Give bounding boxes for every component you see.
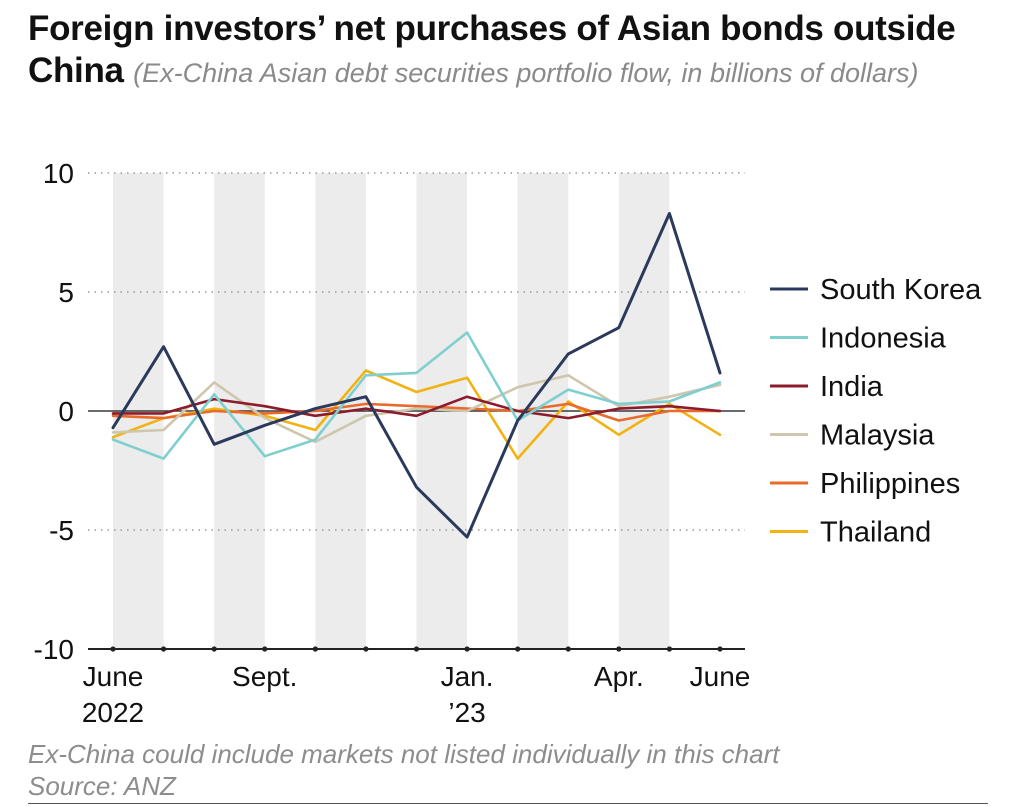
chart-title: Foreign investors’ net purchases of Asia… [28,8,1008,92]
x-tick-label-2-line-0: Jan. [441,661,494,692]
x-tick-2023-01 [464,646,470,652]
legend-label-malaysia: Malaysia [820,420,935,452]
x-tick-2022-11 [363,646,369,652]
x-tick-2022-07 [160,646,167,652]
legend-label-thailand: Thailand [820,517,931,549]
source-note: Source: ANZ [28,771,176,801]
x-tick-2023-04 [616,646,622,652]
x-tick-label-3-line-0: Apr. [594,661,644,692]
legend-label-indonesia: Indonesia [820,323,947,355]
x-tick-label-4-line-0: June [690,661,751,692]
x-tick-label-0-line-1: 2022 [82,697,144,728]
y-tick-label-2: 0 [58,396,74,427]
chart-footer: Ex-China could include markets not liste… [28,738,998,802]
y-tick-label-0: 10 [43,158,74,189]
x-tick-2022-08 [211,646,217,652]
x-tick-label-0-line-0: June [83,661,144,692]
x-tick-2023-03 [565,646,571,652]
x-tick-label-1-line-0: Sept. [232,661,297,692]
x-tick-2023-02 [515,646,521,652]
x-tick-label-1: Sept. [232,661,297,692]
x-tick-2022-06 [110,646,116,652]
x-tick-label-2: Jan. ’23 [441,661,494,728]
y-tick-label-1: 5 [58,277,74,308]
x-tick-label-0: June 2022 [82,661,144,728]
footnote: Ex-China could include markets not liste… [28,739,780,769]
x-tick-2023-05 [666,646,673,652]
x-tick-label-2-line-1: ’23 [448,697,485,728]
line-chart: 10 5 0 -5 -10 June 2022 Sept. Jan. ’23 Apr. June Sou… [34,158,983,728]
y-tick-label-4: -10 [34,634,74,665]
legend-label-south-korea: South Korea [820,274,982,306]
x-tick-2023-06 [717,646,723,652]
x-tick-2022-10 [312,646,318,652]
x-tick-2022-12 [413,646,420,652]
title-text: Foreign investors’ net purchases of Asia… [28,9,956,90]
x-tick-2022-09 [262,646,268,652]
x-tick-label-3: Apr. [594,661,644,692]
chart-subtitle: (Ex-China Asian debt securities portfoli… [133,58,919,88]
legend-label-india: India [820,371,884,403]
footer-divider [28,803,988,804]
y-tick-label-3: -5 [49,515,74,546]
x-tick-label-4: June [690,661,751,692]
legend-label-philippines: Philippines [820,468,960,500]
